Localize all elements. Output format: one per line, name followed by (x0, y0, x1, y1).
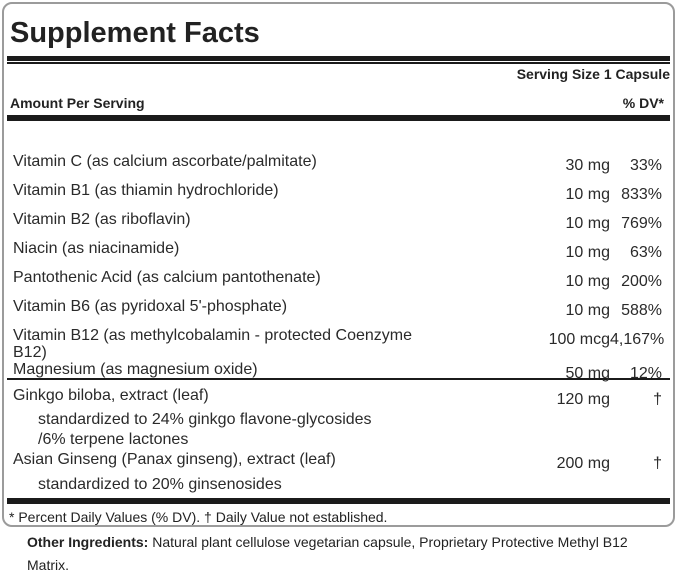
nutrient-row: Pantothenic Acid (as calcium pantothenat… (7, 269, 670, 298)
panel-title: Supplement Facts (10, 17, 260, 49)
nutrient-standardization-note: standardized to 24% ginkgo flavone-glyco… (38, 411, 372, 428)
nutrient-list: Vitamin C (as calcium ascorbate/palmitat… (7, 153, 670, 382)
nutrient-amount: 10 mg (565, 244, 610, 261)
other-ingredients-label: Other Ingredients: (27, 534, 149, 550)
nutrient-name: Vitamin B12 (as methylcobalamin - protec… (13, 327, 412, 361)
nutrient-values: 10 mg 769% (540, 215, 662, 232)
nutrient-values: 50 mg 12% (540, 365, 662, 382)
nutrient-dv: 769% (621, 215, 662, 232)
thick-rule-divider (7, 115, 670, 121)
nutrient-name: Vitamin B1 (as thiamin hydrochloride) (13, 182, 279, 199)
amount-per-serving-header: Amount Per Serving (10, 95, 145, 111)
nutrient-row: Vitamin B12 (as methylcobalamin - protec… (7, 327, 670, 361)
nutrient-amount: 10 mg (565, 273, 610, 290)
nutrient-row: Vitamin B1 (as thiamin hydrochloride) 10 … (7, 182, 670, 211)
serving-size: Serving Size 1 Capsule (516, 66, 670, 82)
nutrient-values: 10 mg 63% (540, 244, 662, 261)
nutrient-values: 10 mg 200% (540, 273, 662, 290)
nutrient-name: Niacin (as niacinamide) (13, 240, 180, 257)
nutrient-row: Vitamin C (as calcium ascorbate/palmitat… (7, 153, 670, 182)
nutrient-dv: 4,167% (610, 331, 665, 348)
nutrient-name: Asian Ginseng (Panax ginseng), extract (… (13, 451, 336, 468)
nutrient-row: Vitamin B6 (as pyridoxal 5'-phosphate) 10… (7, 298, 670, 327)
nutrient-name: Vitamin C (as calcium ascorbate/palmitat… (13, 153, 317, 170)
nutrient-dv: 200% (621, 273, 662, 290)
nutrient-values: 100 mcg 4,167% (540, 331, 665, 348)
nutrient-standardization-note: standardized to 20% ginsenosides (38, 476, 282, 493)
nutrient-amount: 50 mg (565, 365, 610, 382)
nutrient-name: Vitamin B2 (as riboflavin) (13, 211, 191, 228)
double-rule-divider (7, 56, 670, 64)
nutrient-dv: 588% (621, 302, 662, 319)
nutrient-dv: † (653, 391, 662, 408)
botanical-list: Ginkgo biloba, extract (leaf) 120 mg † stan… (7, 387, 670, 494)
nutrient-dv: 33% (629, 157, 662, 174)
nutrient-name: Vitamin B6 (as pyridoxal 5'-phosphate) (13, 298, 288, 315)
nutrient-amount: 10 mg (565, 186, 610, 203)
nutrient-amount: 10 mg (565, 302, 610, 319)
other-ingredients: Other Ingredients: Natural plant cellulo… (27, 531, 669, 577)
nutrient-dv: 63% (629, 244, 662, 261)
nutrient-row: Magnesium (as magnesium oxide) 50 mg 12% (7, 361, 670, 382)
other-ingredients-text: Natural plant cellulose vegetarian capsu… (27, 534, 628, 573)
percent-dv-header: % DV* (622, 95, 664, 111)
nutrient-values: 10 mg 588% (540, 302, 662, 319)
nutrient-values: 10 mg 833% (540, 186, 662, 203)
thick-rule-divider-bottom (7, 498, 670, 504)
nutrient-dv: 833% (621, 186, 662, 203)
nutrient-standardization-note: /6% terpene lactones (38, 431, 189, 448)
nutrient-name: Magnesium (as magnesium oxide) (13, 361, 258, 378)
column-header-row: Amount Per Serving % DV* (7, 95, 670, 111)
nutrient-name: Pantothenic Acid (as calcium pantothenat… (13, 269, 321, 286)
nutrient-amount: 10 mg (565, 215, 610, 232)
nutrient-amount: 200 mg (556, 455, 610, 472)
nutrient-row: Niacin (as niacinamide) 10 mg 63% (7, 240, 670, 269)
nutrient-dv: † (653, 455, 662, 472)
nutrient-amount: 100 mcg (548, 331, 610, 348)
nutrient-values: 30 mg 33% (540, 157, 662, 174)
nutrient-amount: 30 mg (565, 157, 610, 174)
daily-value-footnote: * Percent Daily Values (% DV). † Daily V… (9, 509, 388, 525)
nutrient-amount: 120 mg (556, 391, 610, 408)
nutrient-row: Asian Ginseng (Panax ginseng), extract (… (7, 451, 670, 476)
nutrient-row: Ginkgo biloba, extract (leaf) 120 mg † (7, 387, 670, 411)
thin-rule-divider (7, 378, 670, 380)
nutrient-name: Ginkgo biloba, extract (leaf) (13, 387, 209, 404)
supplement-facts-panel: Supplement Facts Serving Size 1 Capsule … (2, 2, 675, 527)
nutrient-values: 200 mg † (540, 455, 662, 472)
nutrient-dv: 12% (629, 365, 662, 382)
nutrient-row: Vitamin B2 (as riboflavin) 10 mg 769% (7, 211, 670, 240)
nutrient-values: 120 mg † (540, 391, 662, 408)
